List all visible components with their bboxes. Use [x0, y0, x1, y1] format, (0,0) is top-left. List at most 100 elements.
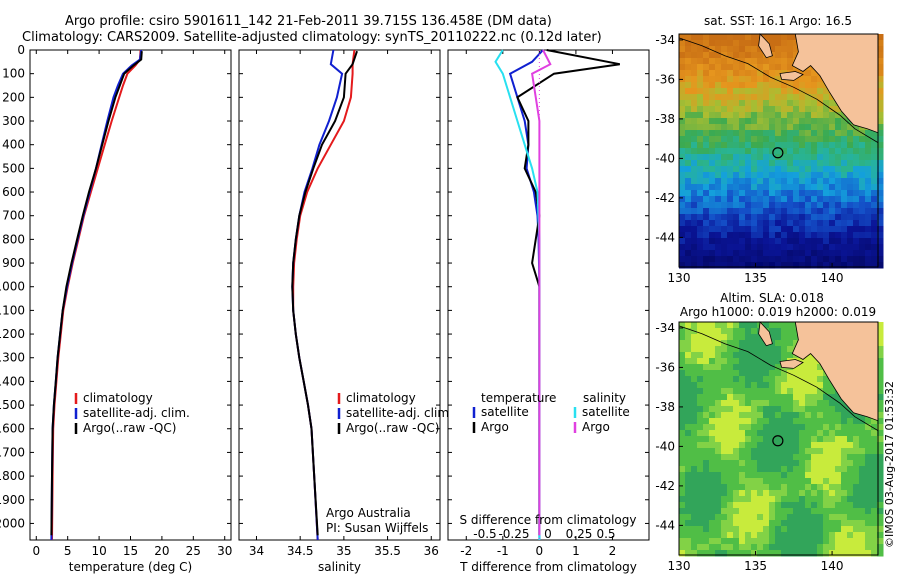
map-cell — [757, 208, 764, 215]
map-cell — [697, 250, 704, 257]
x-tick-label: 15 — [123, 544, 138, 558]
map-cell — [829, 250, 836, 257]
argo-position-marker — [772, 147, 784, 159]
map-cell — [799, 142, 806, 149]
map-cell — [865, 202, 872, 209]
map-cell — [877, 112, 884, 119]
map-cell — [769, 388, 776, 395]
map-cell — [721, 202, 728, 209]
map-cell — [751, 142, 758, 149]
map-cell — [769, 136, 776, 143]
map-cell — [733, 46, 740, 53]
map-cell — [727, 256, 734, 263]
map-cell — [715, 262, 722, 269]
map-cell — [685, 322, 692, 329]
map-cell — [745, 52, 752, 59]
map-cell — [775, 370, 782, 377]
map-cell — [811, 70, 818, 77]
map-cell — [775, 178, 782, 185]
map-cell — [721, 454, 728, 461]
map-cell — [769, 160, 776, 167]
map-cell — [751, 40, 758, 47]
map-cell — [751, 214, 758, 221]
map-y-tick-label: -38 — [655, 112, 675, 126]
map-cell — [733, 184, 740, 191]
map-cell — [739, 502, 746, 509]
map-cell — [817, 418, 824, 425]
map-cell — [835, 538, 842, 545]
map-cell — [757, 250, 764, 257]
map-cell — [751, 346, 758, 353]
map-cell — [709, 154, 716, 161]
map-cell — [793, 262, 800, 269]
map-cell — [745, 112, 752, 119]
map-cell — [751, 466, 758, 473]
map-cell — [757, 178, 764, 185]
map-cell — [877, 520, 884, 527]
map-cell — [757, 472, 764, 479]
map-cell — [781, 196, 788, 203]
map-cell — [823, 376, 830, 383]
map-cell — [865, 532, 872, 539]
map-cell — [805, 256, 812, 263]
map-cell — [685, 220, 692, 227]
map-cell — [703, 508, 710, 515]
island — [779, 71, 804, 81]
map-cell — [823, 256, 830, 263]
map-cell — [817, 490, 824, 497]
map-cell — [679, 358, 686, 365]
map-cell — [835, 484, 842, 491]
map-cell — [769, 352, 776, 359]
map-cell — [685, 196, 692, 203]
map-cell — [769, 322, 776, 329]
map-cell — [757, 508, 764, 515]
map-cell — [865, 208, 872, 215]
x-tick-label: -2 — [460, 544, 472, 558]
map-cell — [817, 130, 824, 137]
map-cell — [853, 214, 860, 221]
y-tick-label: 100 — [2, 67, 25, 81]
map-cell — [805, 226, 812, 233]
map-cell — [871, 238, 878, 245]
map-cell — [775, 88, 782, 95]
map-cell — [733, 430, 740, 437]
map-cell — [691, 502, 698, 509]
map-cell — [745, 226, 752, 233]
map-cell — [775, 466, 782, 473]
map-cell — [811, 190, 818, 197]
map-cell — [745, 442, 752, 449]
map-cell — [715, 178, 722, 185]
map-cell — [751, 430, 758, 437]
map-cell — [709, 118, 716, 125]
map-cell — [739, 106, 746, 113]
map-cell — [679, 538, 686, 545]
map-cell — [805, 214, 812, 221]
map-cell — [709, 550, 716, 557]
map-cell — [781, 370, 788, 377]
map-cell — [727, 376, 734, 383]
map-cell — [769, 520, 776, 527]
map-cell — [727, 340, 734, 347]
map-cell — [805, 202, 812, 209]
map-cell — [841, 460, 848, 467]
map-cell — [763, 442, 770, 449]
map-cell — [775, 244, 782, 251]
map-cell — [871, 472, 878, 479]
map-cell — [721, 490, 728, 497]
map-cell — [679, 112, 686, 119]
map-cell — [805, 394, 812, 401]
map-cell — [685, 370, 692, 377]
map-cell — [715, 112, 722, 119]
map-cell — [745, 520, 752, 527]
map-cell — [823, 532, 830, 539]
map-cell — [805, 100, 812, 107]
legend-label: climatology — [346, 391, 416, 405]
map-cell — [865, 244, 872, 251]
map-cell — [679, 160, 686, 167]
map-cell — [751, 202, 758, 209]
map-cell — [823, 400, 830, 407]
map-x-tick-label: 135 — [744, 559, 767, 573]
map-cell — [751, 442, 758, 449]
map-cell — [715, 250, 722, 257]
map-cell — [685, 538, 692, 545]
